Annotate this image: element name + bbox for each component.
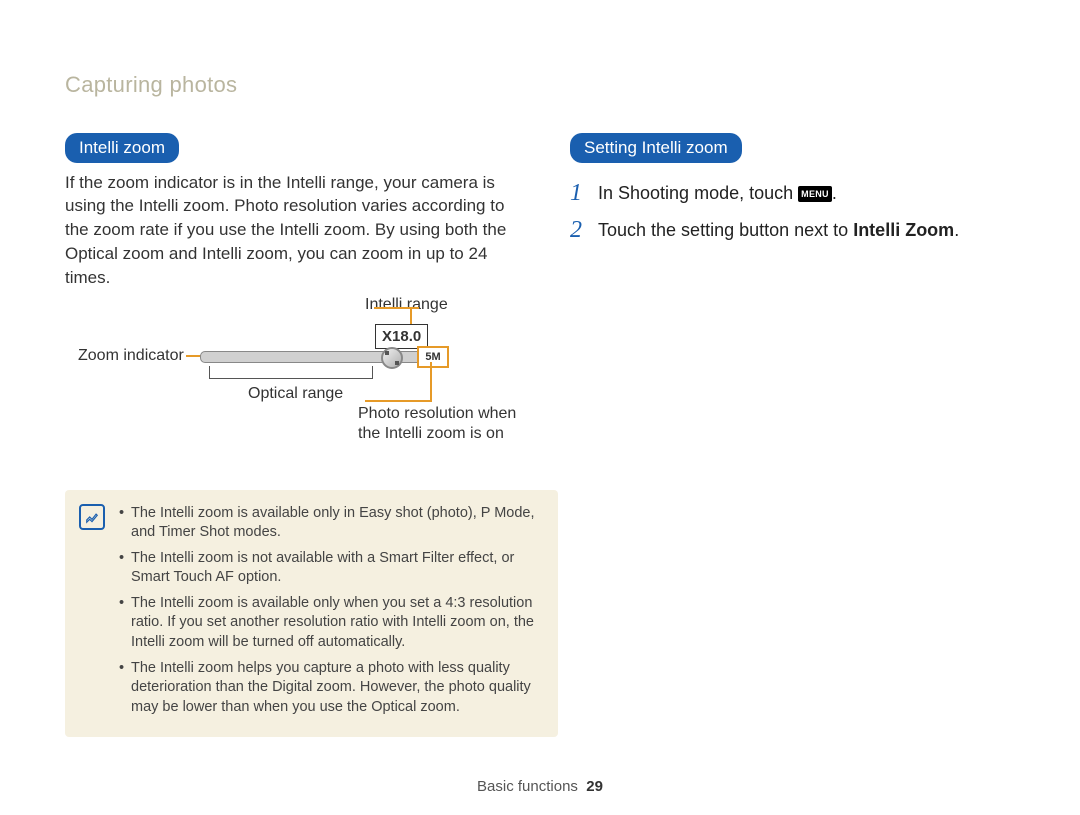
step-text-after: .	[832, 183, 837, 203]
label-optical-range: Optical range	[248, 383, 343, 405]
steps-list: 1 In Shooting mode, touch MENU. 2 Touch …	[570, 181, 1010, 243]
footer-label: Basic functions	[477, 778, 578, 795]
step-number: 1	[570, 181, 588, 205]
label-intelli-range: Intelli range	[365, 294, 448, 316]
label-zoom-indicator: Zoom indicator	[78, 345, 184, 367]
note-item: The Intelli zoom is available only when …	[119, 594, 544, 653]
right-column: Setting Intelli zoom 1 In Shooting mode,…	[570, 133, 1010, 737]
step-item: 1 In Shooting mode, touch MENU.	[570, 181, 1010, 206]
note-item: The Intelli zoom is not available with a…	[119, 549, 544, 588]
notes-list: The Intelli zoom is available only in Ea…	[119, 504, 544, 724]
zoom-knob-icon	[381, 347, 403, 369]
connector-line	[374, 307, 419, 309]
notes-box: The Intelli zoom is available only in Ea…	[65, 490, 558, 738]
page-footer: Basic functions 29	[0, 776, 1080, 797]
section-title: Capturing photos	[65, 70, 1015, 101]
step-text: In Shooting mode, touch	[598, 183, 798, 203]
left-column: Intelli zoom If the zoom indicator is in…	[65, 133, 530, 737]
page-number: 29	[586, 778, 603, 795]
step-text-after: .	[954, 220, 959, 240]
resolution-badge: 5M	[417, 346, 449, 368]
bracket-optical-range	[209, 366, 373, 379]
connector-line	[365, 400, 432, 402]
menu-icon: MENU	[798, 186, 832, 203]
step-body: Touch the setting button next to Intelli…	[598, 218, 959, 243]
step-body: In Shooting mode, touch MENU.	[598, 181, 837, 206]
zoom-indicator-diagram: Intelli range X18.0 Zoom indicator 5M Op…	[65, 300, 530, 460]
pill-setting-intelli-zoom: Setting Intelli zoom	[570, 133, 742, 163]
two-column-layout: Intelli zoom If the zoom indicator is in…	[65, 133, 1015, 737]
connector-line	[430, 362, 432, 402]
step-item: 2 Touch the setting button next to Intel…	[570, 218, 1010, 243]
intelli-zoom-description: If the zoom indicator is in the Intelli …	[65, 171, 530, 290]
manual-page: Capturing photos Intelli zoom If the zoo…	[0, 0, 1080, 815]
step-text: Touch the setting button next to	[598, 220, 853, 240]
note-item: The Intelli zoom is available only in Ea…	[119, 504, 544, 543]
note-icon	[79, 504, 105, 530]
step-bold: Intelli Zoom	[853, 220, 954, 240]
step-number: 2	[570, 218, 588, 242]
label-photo-resolution-l2: the Intelli zoom is on	[358, 423, 504, 445]
note-item: The Intelli zoom helps you capture a pho…	[119, 659, 544, 718]
pill-intelli-zoom: Intelli zoom	[65, 133, 179, 163]
